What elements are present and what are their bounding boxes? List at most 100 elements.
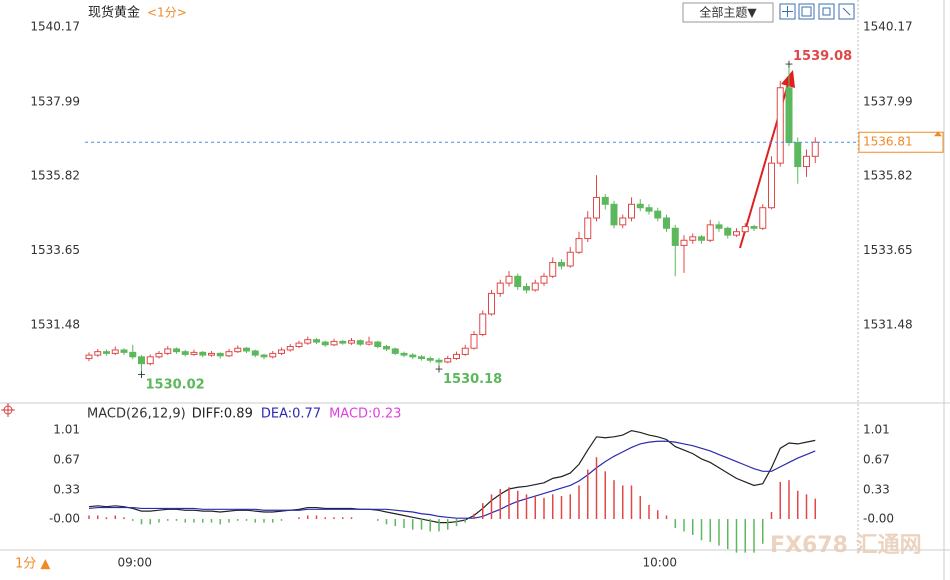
candle-body xyxy=(295,342,303,348)
candle-body xyxy=(409,354,417,358)
candle-body xyxy=(479,313,487,336)
candle-body xyxy=(601,196,609,205)
candle-body xyxy=(706,224,714,241)
y-tick-label-right: 1533.65 xyxy=(863,243,913,257)
y-tick-label-right: -0.00 xyxy=(863,512,894,526)
last-price-icon xyxy=(934,131,942,137)
candle-body xyxy=(164,348,172,354)
candle-body xyxy=(199,351,207,356)
candle-body xyxy=(111,349,119,354)
candle-body xyxy=(593,196,600,219)
candle-body xyxy=(540,275,548,284)
period-switch[interactable]: 1分 ▲ xyxy=(15,557,50,572)
x-tick-label: 10:00 xyxy=(642,556,677,570)
y-tick-label-right: 1535.82 xyxy=(863,169,913,183)
candle-body xyxy=(715,224,723,229)
candle-body xyxy=(120,349,128,353)
candle-body xyxy=(234,347,242,353)
y-tick-label: 1531.48 xyxy=(30,317,80,331)
y-tick-label-right: 1540.17 xyxy=(863,20,913,34)
tool-crosshair[interactable] xyxy=(779,3,796,20)
candle-body xyxy=(426,358,434,361)
candle-body xyxy=(173,348,180,353)
legend-entry: DEA:0.77 xyxy=(261,407,321,422)
candle-body xyxy=(269,352,277,358)
candle-body xyxy=(645,207,653,212)
tool-icon xyxy=(822,7,831,16)
candle-body xyxy=(383,346,390,350)
tool-zoom-out[interactable] xyxy=(818,3,835,20)
last-price-label: 1536.81 xyxy=(863,135,913,149)
candle-body xyxy=(496,282,504,294)
candle-body xyxy=(549,262,557,277)
candle-body xyxy=(514,275,522,288)
candle-body xyxy=(575,238,583,253)
chart-title: 现货黄金 xyxy=(88,5,140,21)
y-tick-label-right: 1.01 xyxy=(863,422,890,436)
candle-body xyxy=(671,227,679,246)
y-tick-label: 1.01 xyxy=(53,422,80,436)
candle-body xyxy=(181,351,189,355)
macd-line xyxy=(88,430,816,524)
candle-body xyxy=(435,359,443,363)
candle-body xyxy=(628,203,635,219)
candle-body xyxy=(348,340,355,344)
legend-entry: DIFF:0.89 xyxy=(192,407,253,422)
candle-body xyxy=(584,217,592,240)
extreme-label: 1539.08 xyxy=(793,49,852,64)
macd-line xyxy=(88,440,816,519)
candle-body xyxy=(724,227,732,236)
candle-body xyxy=(85,354,93,360)
candle-body xyxy=(698,236,705,241)
candle-body xyxy=(260,354,268,358)
candle-body xyxy=(330,340,338,346)
candle-body xyxy=(610,203,618,226)
candle-body xyxy=(138,356,145,365)
trend-arrow-head xyxy=(781,70,795,88)
candle-body xyxy=(566,251,574,267)
toolbar xyxy=(779,3,855,20)
tool-zoom-in[interactable] xyxy=(798,3,815,20)
candle-body xyxy=(286,346,294,351)
candle-body xyxy=(523,286,530,291)
y-tick-label: 0.33 xyxy=(53,482,80,496)
candle-body xyxy=(339,340,347,344)
candle-body xyxy=(689,236,697,241)
candle-body xyxy=(400,352,408,356)
extreme-marker: + xyxy=(137,368,146,381)
candle-body xyxy=(313,339,320,343)
candle-body xyxy=(190,351,198,355)
candle-body xyxy=(374,341,382,348)
extreme-label: 1530.02 xyxy=(146,377,205,392)
candle-body xyxy=(453,353,460,360)
candle-body xyxy=(794,142,802,168)
candle-body xyxy=(654,210,662,219)
candle-body xyxy=(94,351,102,356)
candle-body xyxy=(103,351,110,354)
crosshair-icon xyxy=(1,403,15,417)
theme-button-label[interactable]: 全部主题▼ xyxy=(699,5,757,20)
tool-fullscreen[interactable] xyxy=(838,3,855,20)
candle-body xyxy=(418,356,425,360)
candle-body xyxy=(680,239,688,246)
candle-body xyxy=(811,141,819,157)
candle-body xyxy=(391,348,399,354)
candle-body xyxy=(444,358,452,363)
y-tick-label: 1537.99 xyxy=(30,94,80,108)
candle-body xyxy=(759,207,767,229)
candle-body xyxy=(636,203,644,209)
theme-button[interactable] xyxy=(682,2,774,23)
y-tick-label: -0.00 xyxy=(49,512,80,526)
candle-body xyxy=(321,341,329,346)
candle-body xyxy=(208,352,215,356)
candle-body xyxy=(488,292,495,315)
extreme-marker: + xyxy=(434,362,443,375)
y-tick-label: 1533.65 xyxy=(30,243,80,257)
candle-body xyxy=(470,334,478,349)
candle-body xyxy=(531,282,539,291)
candle-body xyxy=(146,356,154,365)
extreme-marker: + xyxy=(784,57,793,70)
extreme-label: 1530.18 xyxy=(443,372,502,387)
y-tick-label-right: 0.67 xyxy=(863,452,890,466)
